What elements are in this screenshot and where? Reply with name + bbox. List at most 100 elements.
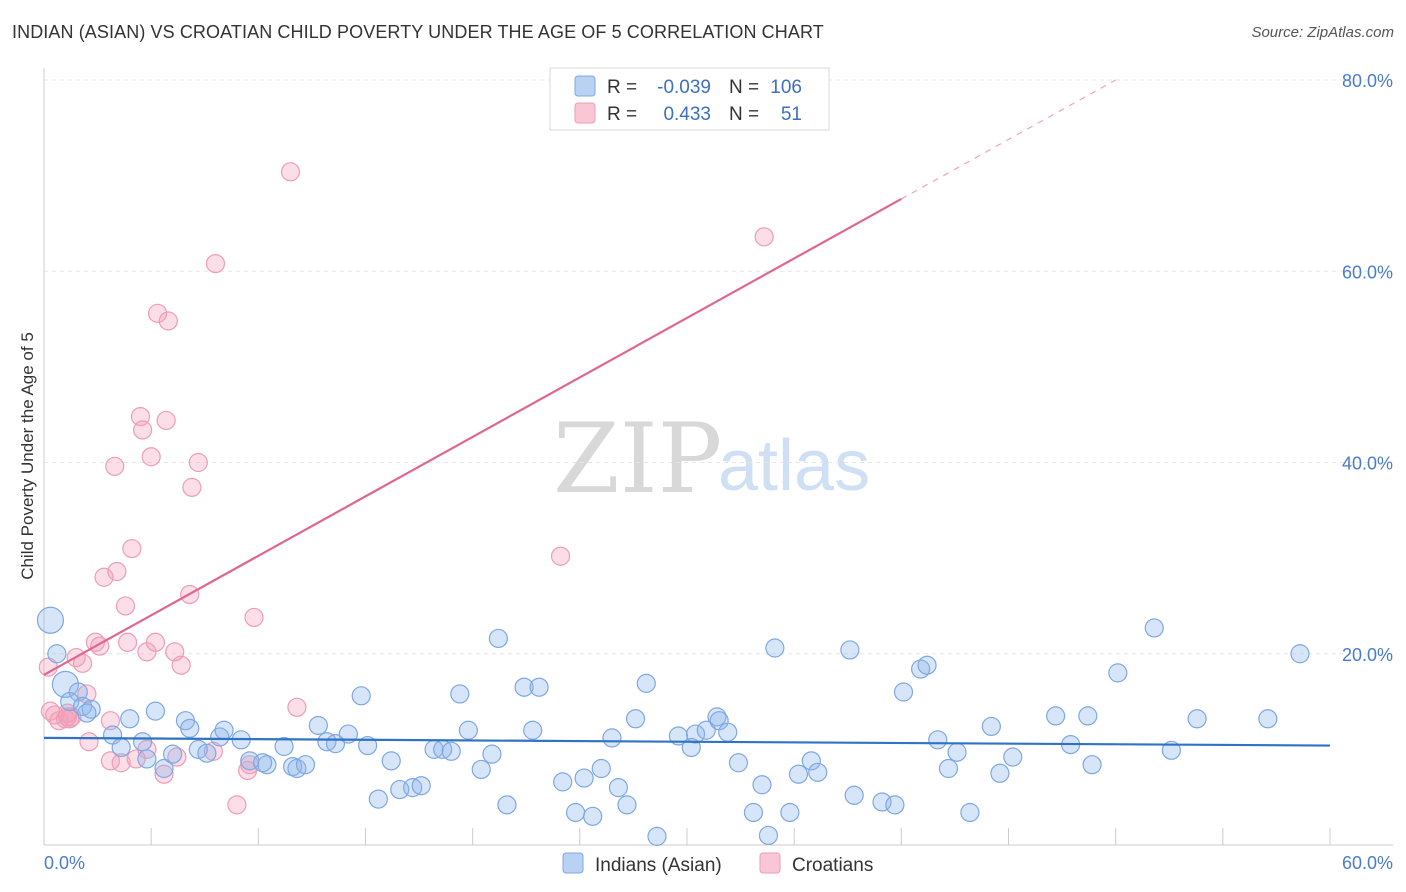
indians-point-63 — [647, 826, 667, 846]
indians-point-80 — [840, 640, 860, 660]
indians-point-29 — [295, 755, 316, 775]
indians-point-70 — [718, 722, 738, 742]
indians-points — [36, 606, 1310, 846]
croatians-point-33 — [158, 311, 178, 331]
croatians-point-19 — [111, 753, 131, 773]
indians-point-14 — [154, 758, 174, 779]
croatians-point-17 — [105, 456, 125, 476]
croatians-point-25 — [132, 420, 153, 440]
legend-n-label-1: N = — [729, 77, 759, 98]
indians-point-81 — [844, 785, 864, 805]
indians-point-10 — [132, 732, 153, 752]
indians-point-93 — [1003, 747, 1023, 767]
x-tick-label-max: 60.0% — [1342, 853, 1393, 873]
correlation-legend: R = -0.039 N = 106 R = 0.433 N = 51 — [549, 67, 830, 131]
y-tick-label-1: 60.0% — [1342, 262, 1393, 282]
croatians-point-20 — [115, 596, 136, 616]
indians-point-52 — [523, 720, 543, 740]
croatians-trend-line — [43, 197, 902, 676]
indians-trend-line — [43, 736, 1331, 747]
legend-n-value-2: 51 — [781, 104, 802, 125]
croatians-point-18 — [107, 561, 127, 582]
indians-point-87 — [928, 730, 948, 750]
indians-point-64 — [668, 726, 689, 746]
legend-r-label-1: R = — [607, 77, 637, 98]
indians-point-91 — [981, 716, 1001, 737]
legend-box — [549, 67, 830, 131]
croatians-point-29 — [145, 632, 166, 652]
indians-point-36 — [368, 789, 388, 809]
indians-point-50 — [514, 677, 534, 697]
croatians-point-23 — [126, 749, 146, 769]
indians-point-86 — [917, 655, 937, 675]
indians-point-1 — [47, 644, 67, 664]
croatians-point-22 — [122, 538, 142, 559]
indians-point-0 — [36, 606, 65, 634]
gridlines — [44, 79, 1393, 655]
legend-n-label-2: N = — [729, 104, 759, 125]
croatians-points — [38, 162, 774, 815]
y-tick-label-3: 20.0% — [1342, 645, 1393, 665]
indians-point-43 — [441, 741, 461, 761]
indians-point-49 — [497, 795, 517, 815]
indians-point-84 — [893, 682, 914, 702]
indians-point-61 — [625, 709, 646, 729]
indians-point-79 — [808, 762, 828, 782]
series-swatch-indians — [562, 852, 584, 874]
legend-swatch-blue — [574, 75, 596, 97]
indians-point-60 — [617, 795, 637, 815]
y-tick-labels: 80.0% 60.0% 40.0% 20.0% — [1342, 71, 1393, 665]
croatians-point-30 — [147, 303, 168, 323]
trend-lines — [43, 79, 1331, 747]
croatians-point-32 — [156, 410, 176, 431]
indians-point-45 — [458, 720, 478, 740]
x-tick-marks — [150, 828, 1331, 845]
indians-point-92 — [990, 763, 1010, 783]
indians-point-99 — [1144, 618, 1164, 638]
indians-point-30 — [308, 715, 328, 736]
indians-point-103 — [1290, 644, 1310, 664]
croatians-point-47 — [287, 697, 307, 717]
indians-point-96 — [1078, 706, 1098, 726]
indians-point-37 — [381, 751, 401, 771]
source-credit: Source: ZipAtlas.com — [1251, 24, 1394, 41]
croatians-point-36 — [171, 655, 191, 675]
indians-point-11 — [145, 701, 166, 721]
indians-point-51 — [529, 677, 549, 697]
y-axis-label: Child Poverty Under the Age of 5 — [18, 332, 37, 580]
series-legend: Indians (Asian) Croatians — [562, 852, 873, 876]
indians-point-88 — [938, 758, 959, 779]
indians-point-57 — [591, 758, 611, 779]
indians-point-15 — [163, 744, 183, 764]
axes — [43, 68, 1393, 846]
croatians-point-28 — [141, 447, 161, 467]
indians-point-77 — [788, 764, 809, 784]
x-tick-label-min: 0.0% — [44, 853, 85, 873]
series-label-croatians: Croatians — [792, 855, 873, 876]
croatians-point-39 — [188, 452, 208, 473]
indians-point-26 — [274, 736, 294, 757]
indians-point-33 — [338, 724, 358, 744]
indians-point-74 — [758, 825, 779, 846]
indians-point-35 — [358, 735, 378, 756]
indians-point-44 — [450, 684, 470, 704]
indians-point-59 — [608, 778, 629, 798]
indians-point-12 — [111, 737, 131, 758]
croatians-point-15 — [100, 711, 121, 731]
indians-point-17 — [180, 718, 200, 738]
series-swatch-croatians — [759, 852, 781, 874]
indians-point-13 — [137, 749, 157, 769]
legend-swatch-pink — [574, 102, 596, 124]
indians-point-90 — [960, 802, 980, 823]
legend-r-value-2: 0.433 — [663, 104, 711, 125]
croatians-point-48 — [550, 546, 571, 566]
croatians-point-49 — [754, 227, 774, 247]
croatians-point-42 — [227, 795, 247, 815]
indians-point-53 — [553, 772, 573, 792]
chart-title: INDIAN (ASIAN) VS CROATIAN CHILD POVERTY… — [12, 22, 824, 42]
indians-point-19 — [197, 743, 217, 763]
y-tick-label-2: 40.0% — [1342, 454, 1393, 474]
indians-point-94 — [1046, 706, 1066, 726]
indians-point-102 — [1258, 709, 1278, 729]
